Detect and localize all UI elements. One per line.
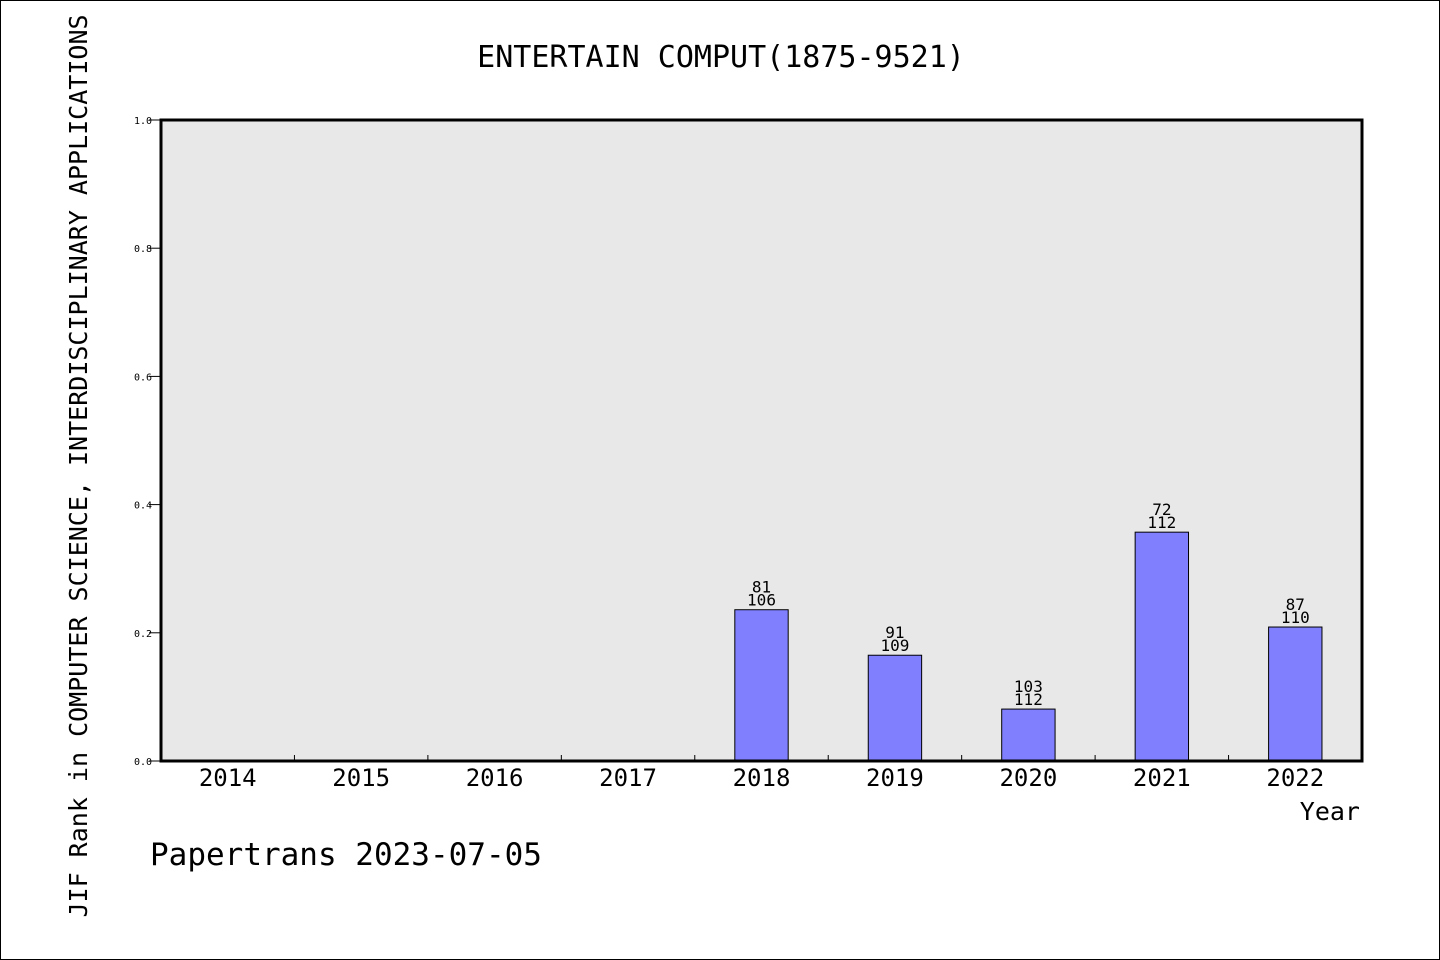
total-label: 106: [747, 591, 776, 610]
x-tick-label: 2021: [1133, 764, 1191, 792]
bar-2021: [1134, 531, 1190, 762]
x-tick-label: 2019: [866, 764, 924, 792]
plot-frame: [159, 118, 1364, 763]
y-tick-label: 0.8: [134, 244, 152, 255]
x-tick-label: 2014: [199, 764, 257, 792]
bar-2022: [1268, 626, 1323, 762]
rank-label: 91: [885, 623, 904, 642]
x-tick-label: 2020: [999, 764, 1057, 792]
y-tick-label: 1.0: [134, 116, 152, 127]
y-tick-label: 0.2: [134, 629, 152, 640]
rank-label: 81: [752, 578, 771, 597]
rank-label: 87: [1286, 595, 1305, 614]
x-tick-label: 2015: [332, 764, 390, 792]
total-label: 110: [1281, 608, 1310, 627]
rank-label: 103: [1014, 677, 1043, 696]
x-tick-label: 2022: [1266, 764, 1324, 792]
x-tick-label: 2016: [466, 764, 524, 792]
x-axis-label: Year: [1300, 797, 1360, 826]
total-label: 109: [880, 636, 909, 655]
bar-2020: [1001, 708, 1056, 762]
bar-2019: [867, 654, 923, 762]
total-label: 112: [1147, 513, 1176, 532]
rank-label: 72: [1152, 500, 1171, 519]
bar-2018: [734, 609, 789, 762]
y-axis-label: JIF Rank in COMPUTER SCIENCE, INTERDISCI…: [64, 14, 93, 917]
y-tick-label: 0.6: [134, 372, 152, 383]
footer-text: Papertrans 2023-07-05: [150, 837, 542, 873]
y-tick-label: 0.4: [134, 501, 152, 512]
x-tick-label: 2017: [599, 764, 657, 792]
x-axis-ticks: 2014 2015 2016 2017 2018 2019 2020 2021 2022: [199, 755, 1324, 792]
bars: [734, 531, 1323, 762]
y-axis-ticks: 0.0 0.2 0.4 0.6 0.8 1.0: [134, 116, 161, 768]
y-tick-label: 0.0: [134, 757, 152, 768]
x-tick-label: 2018: [733, 764, 791, 792]
total-label: 112: [1014, 690, 1043, 709]
chart-title: ENTERTAIN COMPUT(1875-9521): [477, 40, 965, 75]
